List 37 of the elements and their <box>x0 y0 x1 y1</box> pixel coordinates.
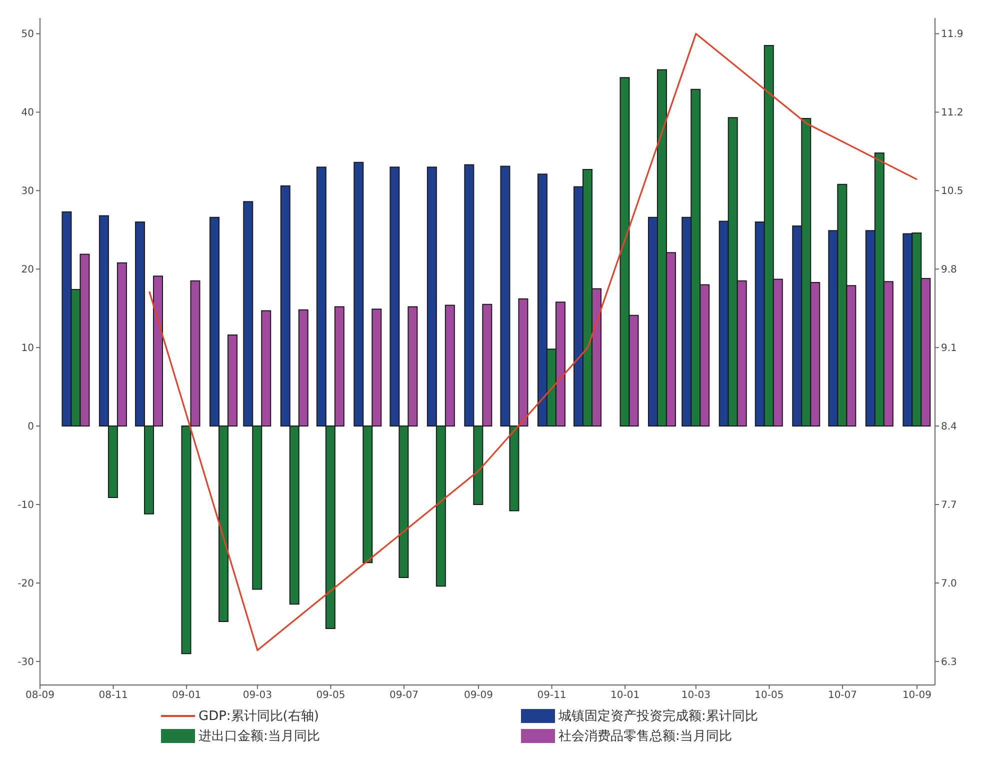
bar <box>518 298 528 427</box>
x-tick-label: 10-07 <box>828 690 858 702</box>
y2-tick-label: 10.5 <box>941 186 964 198</box>
y-tick-label: 20 <box>21 264 34 276</box>
line-series <box>148 32 918 652</box>
x-tick-label: 10-01 <box>610 690 640 702</box>
x-tick-label: 08-09 <box>25 690 55 702</box>
y2-tick-label: 11.2 <box>941 108 964 119</box>
x-tick-label: 10-09 <box>902 690 932 702</box>
y-tick-label: -10 <box>18 500 34 512</box>
x-tick-label: 10-03 <box>681 690 710 702</box>
y-tick-label: -30 <box>18 657 34 668</box>
x-tick-label: 09-09 <box>464 690 494 702</box>
y-tick-label: 0 <box>28 422 34 433</box>
y2-tick-label: 7.7 <box>941 500 957 512</box>
x-tick-label: 09-11 <box>537 690 566 702</box>
y-tick-label: 10 <box>21 343 34 354</box>
x-tick-label: 09-07 <box>389 690 419 702</box>
y2-tick-label: 6.3 <box>941 657 957 668</box>
x-tick-label: 09-03 <box>242 690 272 702</box>
y2-tick-label: 8.4 <box>941 422 957 433</box>
y2-tick-label: 9.8 <box>941 264 957 276</box>
y-tick-label: 30 <box>21 186 34 198</box>
y-tick-label: 40 <box>21 108 34 119</box>
x-tick-label: 09-05 <box>316 690 346 702</box>
legend-label: 进出口金额:当月同比 <box>198 728 320 745</box>
x-tick-label: 09-01 <box>172 690 202 702</box>
y2-tick-label: 7.0 <box>941 578 957 590</box>
legend-label: GDP:累计同比(右轴) <box>198 708 319 725</box>
x-tick-label: 10-05 <box>754 690 784 702</box>
y2-tick-label: 11.9 <box>941 29 964 40</box>
x-tick-label: 08-11 <box>98 690 128 702</box>
y-tick-label: 50 <box>21 29 34 40</box>
legend-label: 社会消费品零售总额:当月同比 <box>558 728 732 745</box>
y2-tick-label: 9.1 <box>941 343 957 354</box>
legend-label: 城镇固定资产投资完成额:累计同比 <box>558 708 758 725</box>
y-tick-label: -20 <box>18 578 34 590</box>
